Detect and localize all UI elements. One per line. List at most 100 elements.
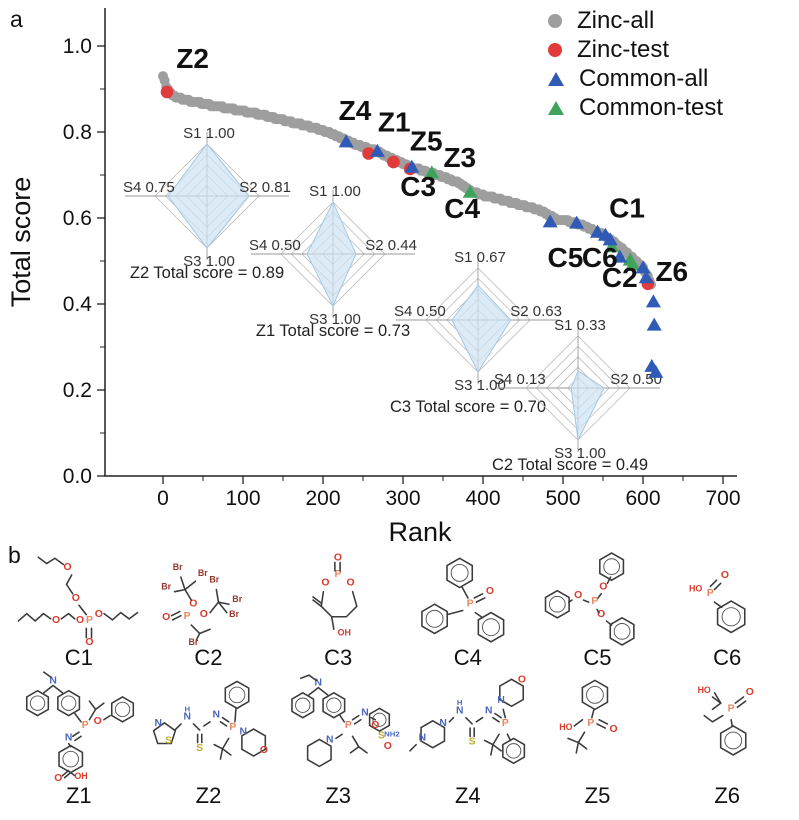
- annotation-Z3: Z3: [443, 142, 476, 173]
- molecule-C6: HO P O C6: [662, 552, 792, 670]
- atom-label: O: [721, 570, 729, 581]
- y-tick-label: 0.6: [63, 207, 92, 230]
- axes: 0 100 200 300 400 500 600 700 0.0 0.2 0.4 0.6 0.8 1.0…: [6, 8, 741, 547]
- y-tick-label: 0.0: [63, 465, 92, 488]
- atom-label: N: [439, 718, 446, 729]
- radar-axis-label: S4 0.50: [394, 303, 446, 320]
- common-all-marker-icon: [548, 71, 564, 86]
- molecule-label: Z2: [195, 783, 222, 808]
- atom-label: O: [52, 615, 60, 626]
- molecule-Z4: N N N H S N P N O Z4: [403, 670, 533, 808]
- molecule-structure: PO O O OH: [312, 552, 358, 638]
- legend-label: Zinc-test: [577, 35, 670, 63]
- annotation-Z6: Z6: [655, 256, 688, 287]
- atom-label: HO: [560, 722, 573, 732]
- legend-label: Common-all: [579, 64, 709, 92]
- molecule-grid: O O P O O O O C1 P O O Br Br Br O Br Br Br Br C2 P O O O OH C3 P O C…: [14, 552, 792, 808]
- atom-label: P: [86, 615, 93, 626]
- annotation-C6: C6: [582, 242, 618, 273]
- x-tick-label: 700: [705, 487, 740, 510]
- atom-label: P: [707, 588, 714, 599]
- atom-label: O: [260, 745, 268, 756]
- scatter-plot: S1 1.00 S2 0.81 S3 1.00 S4 0.75 Z2 Total sco…: [6, 8, 741, 547]
- x-axis-title: Rank: [388, 517, 452, 547]
- radar-axis-label: S2 0.81: [239, 179, 291, 196]
- atom-label: P: [466, 598, 473, 609]
- atom-label: N: [240, 726, 247, 737]
- atom-label: O: [95, 609, 103, 620]
- radar-insets: S1 1.00 S2 0.81 S3 1.00 S4 0.75 Z2 Total sco…: [123, 125, 662, 474]
- y-tick-label: 0.2: [63, 379, 92, 402]
- molecule-Z3: N P N S O O NH2 N Z3: [273, 670, 403, 808]
- atom-label: O: [598, 609, 606, 620]
- annotation-C5: C5: [548, 242, 584, 273]
- atom-label: S: [378, 730, 385, 741]
- molecule-C5: P O O O C5: [533, 552, 663, 670]
- atom-label: Br: [233, 594, 243, 604]
- legend-item-zinc-all: Zinc-all: [548, 6, 723, 35]
- atom-label: Br: [173, 562, 183, 572]
- zinc-test-series: [160, 85, 655, 291]
- atom-label: O: [334, 552, 342, 563]
- annotation-Z5: Z5: [410, 125, 443, 156]
- atom-label: O: [486, 586, 494, 597]
- atom-label: H: [457, 698, 463, 707]
- molecule-label: Z4: [454, 783, 481, 808]
- atom-label: HO: [689, 584, 702, 594]
- atom-label: O: [518, 674, 526, 685]
- atom-label: N: [184, 712, 191, 723]
- radar-axis-label: S3 1.00: [183, 253, 235, 270]
- atom-label: Br: [189, 637, 199, 646]
- radar-axis-label: S1 1.00: [183, 125, 235, 142]
- atom-label: N: [65, 732, 72, 743]
- radar-axis-label: S1 0.67: [454, 249, 506, 266]
- radar-axis-label: S2 0.50: [610, 371, 662, 388]
- radar-caption: C2 Total score = 0.49: [492, 456, 648, 474]
- molecule-label: C5: [583, 645, 612, 670]
- legend-label: Zinc-all: [577, 6, 655, 34]
- legend-item-zinc-test: Zinc-test: [548, 35, 723, 64]
- y-tick-label: 0.8: [63, 121, 92, 144]
- atom-label: N: [485, 706, 492, 717]
- annotation-C4: C4: [444, 193, 480, 224]
- x-tick-label: 500: [545, 487, 580, 510]
- atom-label: P: [588, 718, 595, 729]
- molecule-C2: P O O Br Br Br O Br Br Br Br C2: [144, 552, 274, 670]
- x-tick-label: 0: [157, 487, 169, 510]
- atom-label: S: [197, 743, 204, 754]
- molecule-Z1: N P N O O OH Z1: [14, 670, 144, 808]
- atom-label: O: [54, 773, 62, 784]
- atom-label: N: [315, 678, 322, 689]
- y-tick-label: 0.4: [63, 293, 93, 316]
- atom-label: N: [497, 695, 504, 706]
- radar-inset-Z1: S1 1.00 S2 0.44 S3 1.00 S4 0.50 Z1 Total sco…: [249, 183, 417, 340]
- radar-axis-label: S1 0.33: [554, 317, 606, 334]
- atom-label: H: [185, 704, 191, 713]
- radar-axis-label: S4 0.75: [123, 179, 175, 196]
- molecule-structure: PO: [420, 557, 505, 643]
- radar-inset-Z2: S1 1.00 S2 0.81 S3 1.00 S4 0.75 Z2 Total sco…: [123, 125, 291, 282]
- common-all-series: [338, 134, 664, 378]
- atom-label: HO: [698, 685, 711, 695]
- molecule-label: C2: [194, 645, 223, 670]
- annotation-Z2: Z2: [176, 43, 209, 74]
- atom-label: O: [371, 720, 379, 731]
- legend-item-common-test: Common-test: [548, 93, 723, 122]
- atom-label: S: [166, 736, 173, 747]
- molecule-label: Z5: [584, 783, 611, 808]
- zinc-test-marker-icon: [548, 42, 562, 57]
- panel-a-label: a: [10, 6, 23, 32]
- atom-label: OH: [338, 628, 351, 638]
- atom-label: N: [49, 675, 56, 686]
- y-axis-title: Total score: [6, 177, 36, 308]
- molecule-label: Z6: [714, 783, 740, 808]
- molecule-label: C1: [64, 645, 93, 670]
- radar-caption: C3 Total score = 0.70: [390, 398, 546, 416]
- atom-label: P: [345, 720, 352, 731]
